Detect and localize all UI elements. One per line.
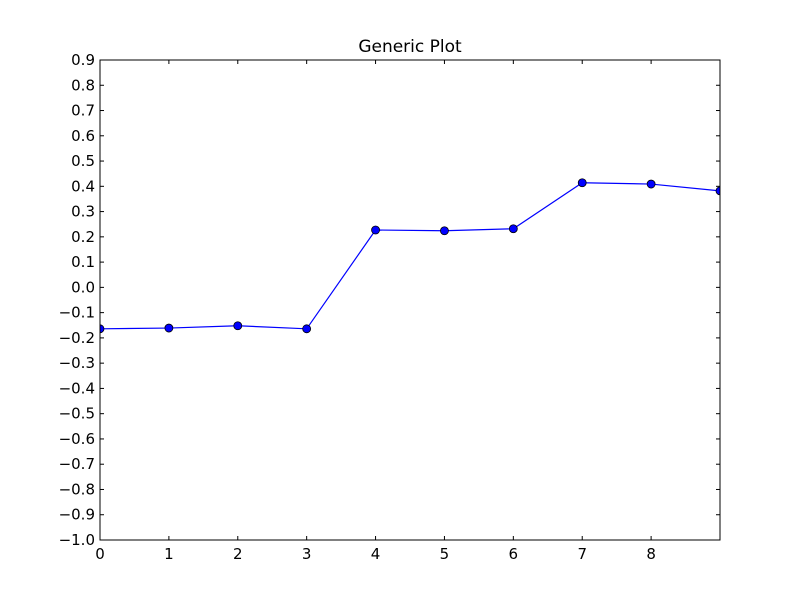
y-tick-label: 0.5: [71, 152, 95, 170]
y-tick-label: −0.4: [59, 379, 95, 397]
data-point: [233, 321, 243, 331]
y-tick-label: 0.2: [71, 228, 95, 246]
y-tick-label: −0.7: [59, 455, 95, 473]
x-tick-label: 5: [440, 545, 450, 563]
y-tick-label: −0.6: [59, 430, 95, 448]
plot-frame: [99, 59, 721, 541]
x-tick-label: 7: [577, 545, 587, 563]
data-point: [302, 324, 312, 334]
x-axis: 0 1 2 3 4 5 6 7 8: [95, 60, 656, 563]
y-tick-label: 0.9: [71, 51, 95, 69]
x-tick-label: 8: [646, 545, 656, 563]
y-tick-label: 0.7: [71, 102, 95, 120]
y-axis: 0.9 0.8 0.7 0.6 0.5 0.4 0.3 0.2 0.1 0.0 −0.1 −0.2 −0…: [59, 51, 720, 549]
y-tick-label: −0.9: [59, 506, 95, 524]
y-tick-label: −0.1: [59, 304, 95, 322]
chart-title: Generic Plot: [358, 37, 462, 57]
y-tick-label: −1.0: [59, 531, 95, 549]
data-point: [440, 226, 449, 236]
y-tick-label: 0.4: [71, 177, 95, 195]
y-tick-label: −0.3: [59, 354, 95, 372]
x-tick-label: 3: [302, 545, 312, 563]
x-tick-label: 4: [371, 545, 381, 563]
data-point: [715, 186, 720, 196]
y-tick-label: 0.6: [71, 127, 95, 145]
y-tick-label: −0.8: [59, 480, 95, 498]
y-tick-label: 0.8: [71, 76, 95, 94]
y-tick-label: 0.0: [71, 278, 95, 296]
data-point: [100, 324, 105, 334]
series-layer: [100, 178, 720, 334]
y-tick-label: 0.3: [71, 203, 95, 221]
series-line: [100, 182, 720, 330]
series: [100, 178, 720, 334]
x-tick-label: 0: [95, 545, 105, 563]
x-tick-label: 2: [233, 545, 243, 563]
y-tick-label: −0.2: [59, 329, 95, 347]
y-tick-label: −0.5: [59, 405, 95, 423]
data-point: [371, 225, 380, 235]
data-point: [508, 224, 518, 234]
data-point: [577, 178, 587, 188]
x-tick-label: 1: [164, 545, 174, 563]
x-tick-label: 6: [509, 545, 519, 563]
data-point: [646, 179, 656, 189]
data-point: [164, 323, 174, 333]
y-tick-label: 0.1: [71, 253, 95, 271]
